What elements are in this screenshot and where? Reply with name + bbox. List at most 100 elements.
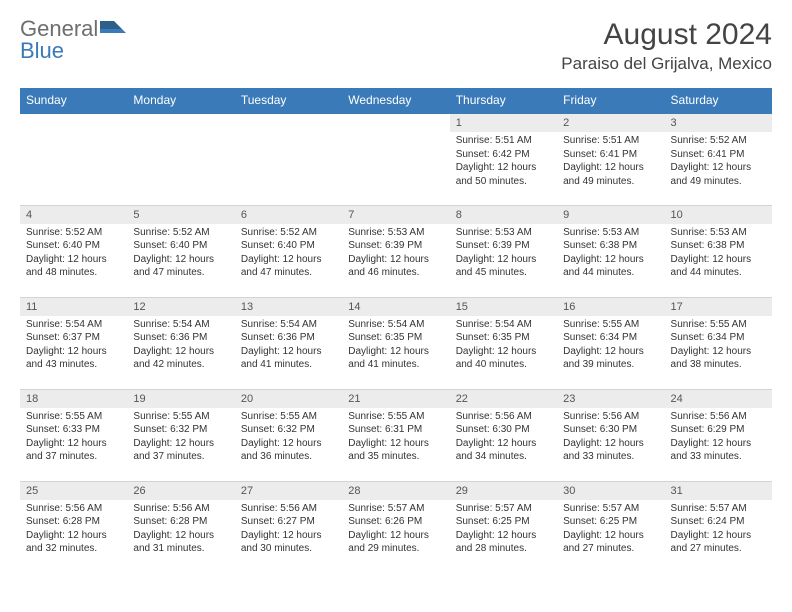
calendar-day-cell: 8Sunrise: 5:53 AMSunset: 6:39 PMDaylight… [450,205,557,297]
logo-text-general: General [20,18,98,40]
calendar-day-cell: 15Sunrise: 5:54 AMSunset: 6:35 PMDayligh… [450,297,557,389]
day-number: 26 [127,482,234,500]
day-number: 20 [235,390,342,408]
day-number: 11 [20,298,127,316]
day-number: 10 [665,206,772,224]
day-number: 12 [127,298,234,316]
logo-text-blue: Blue [20,38,64,63]
day-number: 13 [235,298,342,316]
day-number: 31 [665,482,772,500]
day-details: Sunrise: 5:56 AMSunset: 6:28 PMDaylight:… [127,500,234,560]
day-details: Sunrise: 5:55 AMSunset: 6:31 PMDaylight:… [342,408,449,468]
calendar-day-cell: 21Sunrise: 5:55 AMSunset: 6:31 PMDayligh… [342,389,449,481]
day-number: 2 [557,114,664,132]
calendar-day-cell: 16Sunrise: 5:55 AMSunset: 6:34 PMDayligh… [557,297,664,389]
calendar-day-cell: 2Sunrise: 5:51 AMSunset: 6:41 PMDaylight… [557,113,664,205]
day-number: 25 [20,482,127,500]
calendar-day-cell: 26Sunrise: 5:56 AMSunset: 6:28 PMDayligh… [127,481,234,573]
calendar-week-row: 18Sunrise: 5:55 AMSunset: 6:33 PMDayligh… [20,389,772,481]
calendar-week-row: ........1Sunrise: 5:51 AMSunset: 6:42 PM… [20,113,772,205]
day-details: Sunrise: 5:54 AMSunset: 6:36 PMDaylight:… [127,316,234,376]
weekday-header-row: SundayMondayTuesdayWednesdayThursdayFrid… [20,88,772,113]
calendar-day-cell: 28Sunrise: 5:57 AMSunset: 6:26 PMDayligh… [342,481,449,573]
day-number: 19 [127,390,234,408]
day-number: 3 [665,114,772,132]
day-details: Sunrise: 5:54 AMSunset: 6:37 PMDaylight:… [20,316,127,376]
day-details: Sunrise: 5:52 AMSunset: 6:40 PMDaylight:… [127,224,234,284]
day-number: 1 [450,114,557,132]
weekday-header: Monday [127,88,234,113]
day-details: Sunrise: 5:53 AMSunset: 6:38 PMDaylight:… [557,224,664,284]
weekday-header: Thursday [450,88,557,113]
calendar-day-cell: 14Sunrise: 5:54 AMSunset: 6:35 PMDayligh… [342,297,449,389]
day-details: Sunrise: 5:55 AMSunset: 6:34 PMDaylight:… [665,316,772,376]
calendar-day-cell: 17Sunrise: 5:55 AMSunset: 6:34 PMDayligh… [665,297,772,389]
day-number: 9 [557,206,664,224]
day-number: 27 [235,482,342,500]
calendar-day-cell: 23Sunrise: 5:56 AMSunset: 6:30 PMDayligh… [557,389,664,481]
day-number: 16 [557,298,664,316]
calendar-day-cell: 30Sunrise: 5:57 AMSunset: 6:25 PMDayligh… [557,481,664,573]
weekday-header: Tuesday [235,88,342,113]
day-number: 4 [20,206,127,224]
day-details: Sunrise: 5:51 AMSunset: 6:42 PMDaylight:… [450,132,557,192]
logo-flag-icon [100,19,126,39]
day-details: Sunrise: 5:57 AMSunset: 6:25 PMDaylight:… [557,500,664,560]
calendar-day-cell: 12Sunrise: 5:54 AMSunset: 6:36 PMDayligh… [127,297,234,389]
day-number: 23 [557,390,664,408]
calendar-day-cell: 10Sunrise: 5:53 AMSunset: 6:38 PMDayligh… [665,205,772,297]
day-details: Sunrise: 5:54 AMSunset: 6:36 PMDaylight:… [235,316,342,376]
day-details: Sunrise: 5:56 AMSunset: 6:27 PMDaylight:… [235,500,342,560]
day-details: Sunrise: 5:52 AMSunset: 6:40 PMDaylight:… [20,224,127,284]
day-number: 17 [665,298,772,316]
day-number: 18 [20,390,127,408]
title-group: August 2024 Paraiso del Grijalva, Mexico [561,18,772,74]
calendar-day-cell: .. [342,113,449,205]
weekday-header: Wednesday [342,88,449,113]
day-details: Sunrise: 5:52 AMSunset: 6:41 PMDaylight:… [665,132,772,192]
calendar-day-cell: 7Sunrise: 5:53 AMSunset: 6:39 PMDaylight… [342,205,449,297]
calendar-day-cell: 5Sunrise: 5:52 AMSunset: 6:40 PMDaylight… [127,205,234,297]
calendar-week-row: 4Sunrise: 5:52 AMSunset: 6:40 PMDaylight… [20,205,772,297]
header: GeneralBlue August 2024 Paraiso del Grij… [20,18,772,74]
calendar-day-cell: 29Sunrise: 5:57 AMSunset: 6:25 PMDayligh… [450,481,557,573]
day-number: 21 [342,390,449,408]
calendar-day-cell: 3Sunrise: 5:52 AMSunset: 6:41 PMDaylight… [665,113,772,205]
day-details: Sunrise: 5:56 AMSunset: 6:29 PMDaylight:… [665,408,772,468]
calendar-week-row: 11Sunrise: 5:54 AMSunset: 6:37 PMDayligh… [20,297,772,389]
day-details: Sunrise: 5:53 AMSunset: 6:38 PMDaylight:… [665,224,772,284]
calendar-day-cell: 9Sunrise: 5:53 AMSunset: 6:38 PMDaylight… [557,205,664,297]
day-details: Sunrise: 5:56 AMSunset: 6:30 PMDaylight:… [557,408,664,468]
day-details: Sunrise: 5:57 AMSunset: 6:26 PMDaylight:… [342,500,449,560]
day-details: Sunrise: 5:57 AMSunset: 6:24 PMDaylight:… [665,500,772,560]
calendar-day-cell: 6Sunrise: 5:52 AMSunset: 6:40 PMDaylight… [235,205,342,297]
calendar-day-cell: 13Sunrise: 5:54 AMSunset: 6:36 PMDayligh… [235,297,342,389]
day-details: Sunrise: 5:55 AMSunset: 6:32 PMDaylight:… [235,408,342,468]
calendar-day-cell: 25Sunrise: 5:56 AMSunset: 6:28 PMDayligh… [20,481,127,573]
day-details: Sunrise: 5:55 AMSunset: 6:32 PMDaylight:… [127,408,234,468]
day-details: Sunrise: 5:52 AMSunset: 6:40 PMDaylight:… [235,224,342,284]
day-details: Sunrise: 5:51 AMSunset: 6:41 PMDaylight:… [557,132,664,192]
calendar-day-cell: 22Sunrise: 5:56 AMSunset: 6:30 PMDayligh… [450,389,557,481]
weekday-header: Sunday [20,88,127,113]
calendar-day-cell: 11Sunrise: 5:54 AMSunset: 6:37 PMDayligh… [20,297,127,389]
day-details: Sunrise: 5:53 AMSunset: 6:39 PMDaylight:… [450,224,557,284]
calendar-day-cell: .. [235,113,342,205]
day-details: Sunrise: 5:53 AMSunset: 6:39 PMDaylight:… [342,224,449,284]
logo: GeneralBlue [20,18,126,62]
calendar-day-cell: 20Sunrise: 5:55 AMSunset: 6:32 PMDayligh… [235,389,342,481]
day-number: 15 [450,298,557,316]
calendar-day-cell: 31Sunrise: 5:57 AMSunset: 6:24 PMDayligh… [665,481,772,573]
weekday-header: Friday [557,88,664,113]
day-details: Sunrise: 5:57 AMSunset: 6:25 PMDaylight:… [450,500,557,560]
calendar-day-cell: .. [20,113,127,205]
month-title: August 2024 [561,18,772,52]
day-details: Sunrise: 5:56 AMSunset: 6:28 PMDaylight:… [20,500,127,560]
calendar-day-cell: .. [127,113,234,205]
day-number: 7 [342,206,449,224]
day-number: 14 [342,298,449,316]
calendar-day-cell: 27Sunrise: 5:56 AMSunset: 6:27 PMDayligh… [235,481,342,573]
day-number: 30 [557,482,664,500]
day-number: 8 [450,206,557,224]
day-details: Sunrise: 5:54 AMSunset: 6:35 PMDaylight:… [450,316,557,376]
